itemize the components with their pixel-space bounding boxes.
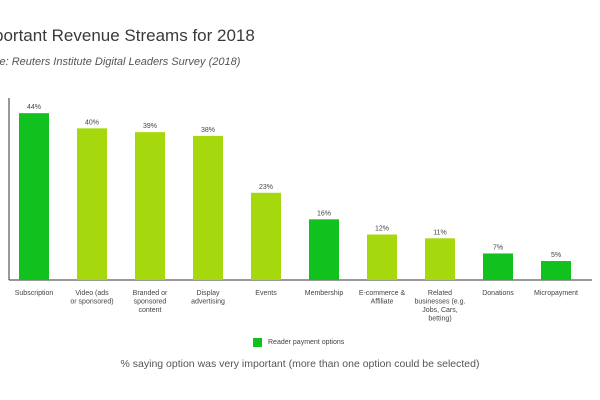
category-label-line: sponsored	[134, 299, 167, 306]
category-label-line: advertising	[191, 299, 225, 306]
category-label: Related businesses (e.g. Jobs, Cars, bettin…	[415, 290, 466, 323]
bar-value-label: 39%	[143, 123, 157, 130]
bar-value-label: 16%	[317, 210, 331, 217]
category-label-line: Events	[255, 290, 277, 297]
footnote: % saying option was very important (more…	[120, 358, 480, 370]
bar-6	[367, 234, 397, 280]
category-label: Subscription	[15, 290, 54, 297]
chart-title: portant Revenue Streams for 2018	[0, 26, 255, 45]
bar-value-label: 11%	[433, 229, 447, 236]
category-label-line: Branded or	[133, 290, 168, 297]
bar-0	[19, 113, 49, 281]
category-label: Branded or sponsored content	[133, 290, 168, 314]
category-label-line: content	[139, 307, 162, 314]
bar-value-label: 44%	[27, 104, 41, 111]
bar-value-label: 7%	[493, 244, 503, 251]
bar-4	[251, 192, 281, 280]
legend-label: Reader payment options	[268, 339, 345, 346]
category-label-line: businesses (e.g.	[415, 299, 466, 306]
category-label-line: Affiliate	[371, 299, 394, 306]
legend-swatch-reader-payment	[253, 338, 262, 347]
bar-7	[425, 238, 455, 280]
chart-subtitle: ce: Reuters Institute Digital Leaders Su…	[0, 56, 241, 68]
category-label: Donations	[482, 290, 514, 297]
bar-value-label: 40%	[85, 119, 99, 126]
category-label: Membership	[305, 290, 344, 297]
category-label-line: Video (ads	[75, 290, 109, 297]
bar-2	[135, 132, 165, 280]
category-label-line: Jobs, Cars,	[422, 307, 457, 314]
category-label: E-commerce & Affiliate	[359, 290, 406, 306]
category-label-line: E-commerce &	[359, 290, 406, 297]
bar-8	[483, 253, 513, 280]
category-label-line: Donations	[482, 290, 514, 297]
category-label-line: or sponsored)	[70, 299, 113, 306]
bar-value-label: 12%	[375, 226, 389, 233]
category-label-line: Subscription	[15, 290, 54, 297]
category-label: Events	[255, 290, 277, 297]
category-label-line: Membership	[305, 290, 344, 297]
category-label-line: Micropayment	[534, 290, 578, 297]
category-label-line: Related	[428, 290, 452, 297]
bar-1	[77, 128, 107, 280]
category-label: Display advertising	[191, 290, 225, 306]
bar-9	[541, 261, 571, 280]
category-label: Micropayment	[534, 290, 578, 297]
bar-value-label: 38%	[201, 127, 215, 134]
legend: Reader payment options	[253, 338, 344, 347]
bar-3	[193, 135, 223, 280]
bar-5	[309, 219, 339, 280]
category-label-line: betting)	[428, 316, 451, 323]
category-label: Video (ads or sponsored)	[70, 290, 113, 306]
bar-value-label: 23%	[259, 184, 273, 191]
category-label-line: Display	[197, 290, 220, 297]
bar-value-label: 5%	[551, 252, 561, 259]
